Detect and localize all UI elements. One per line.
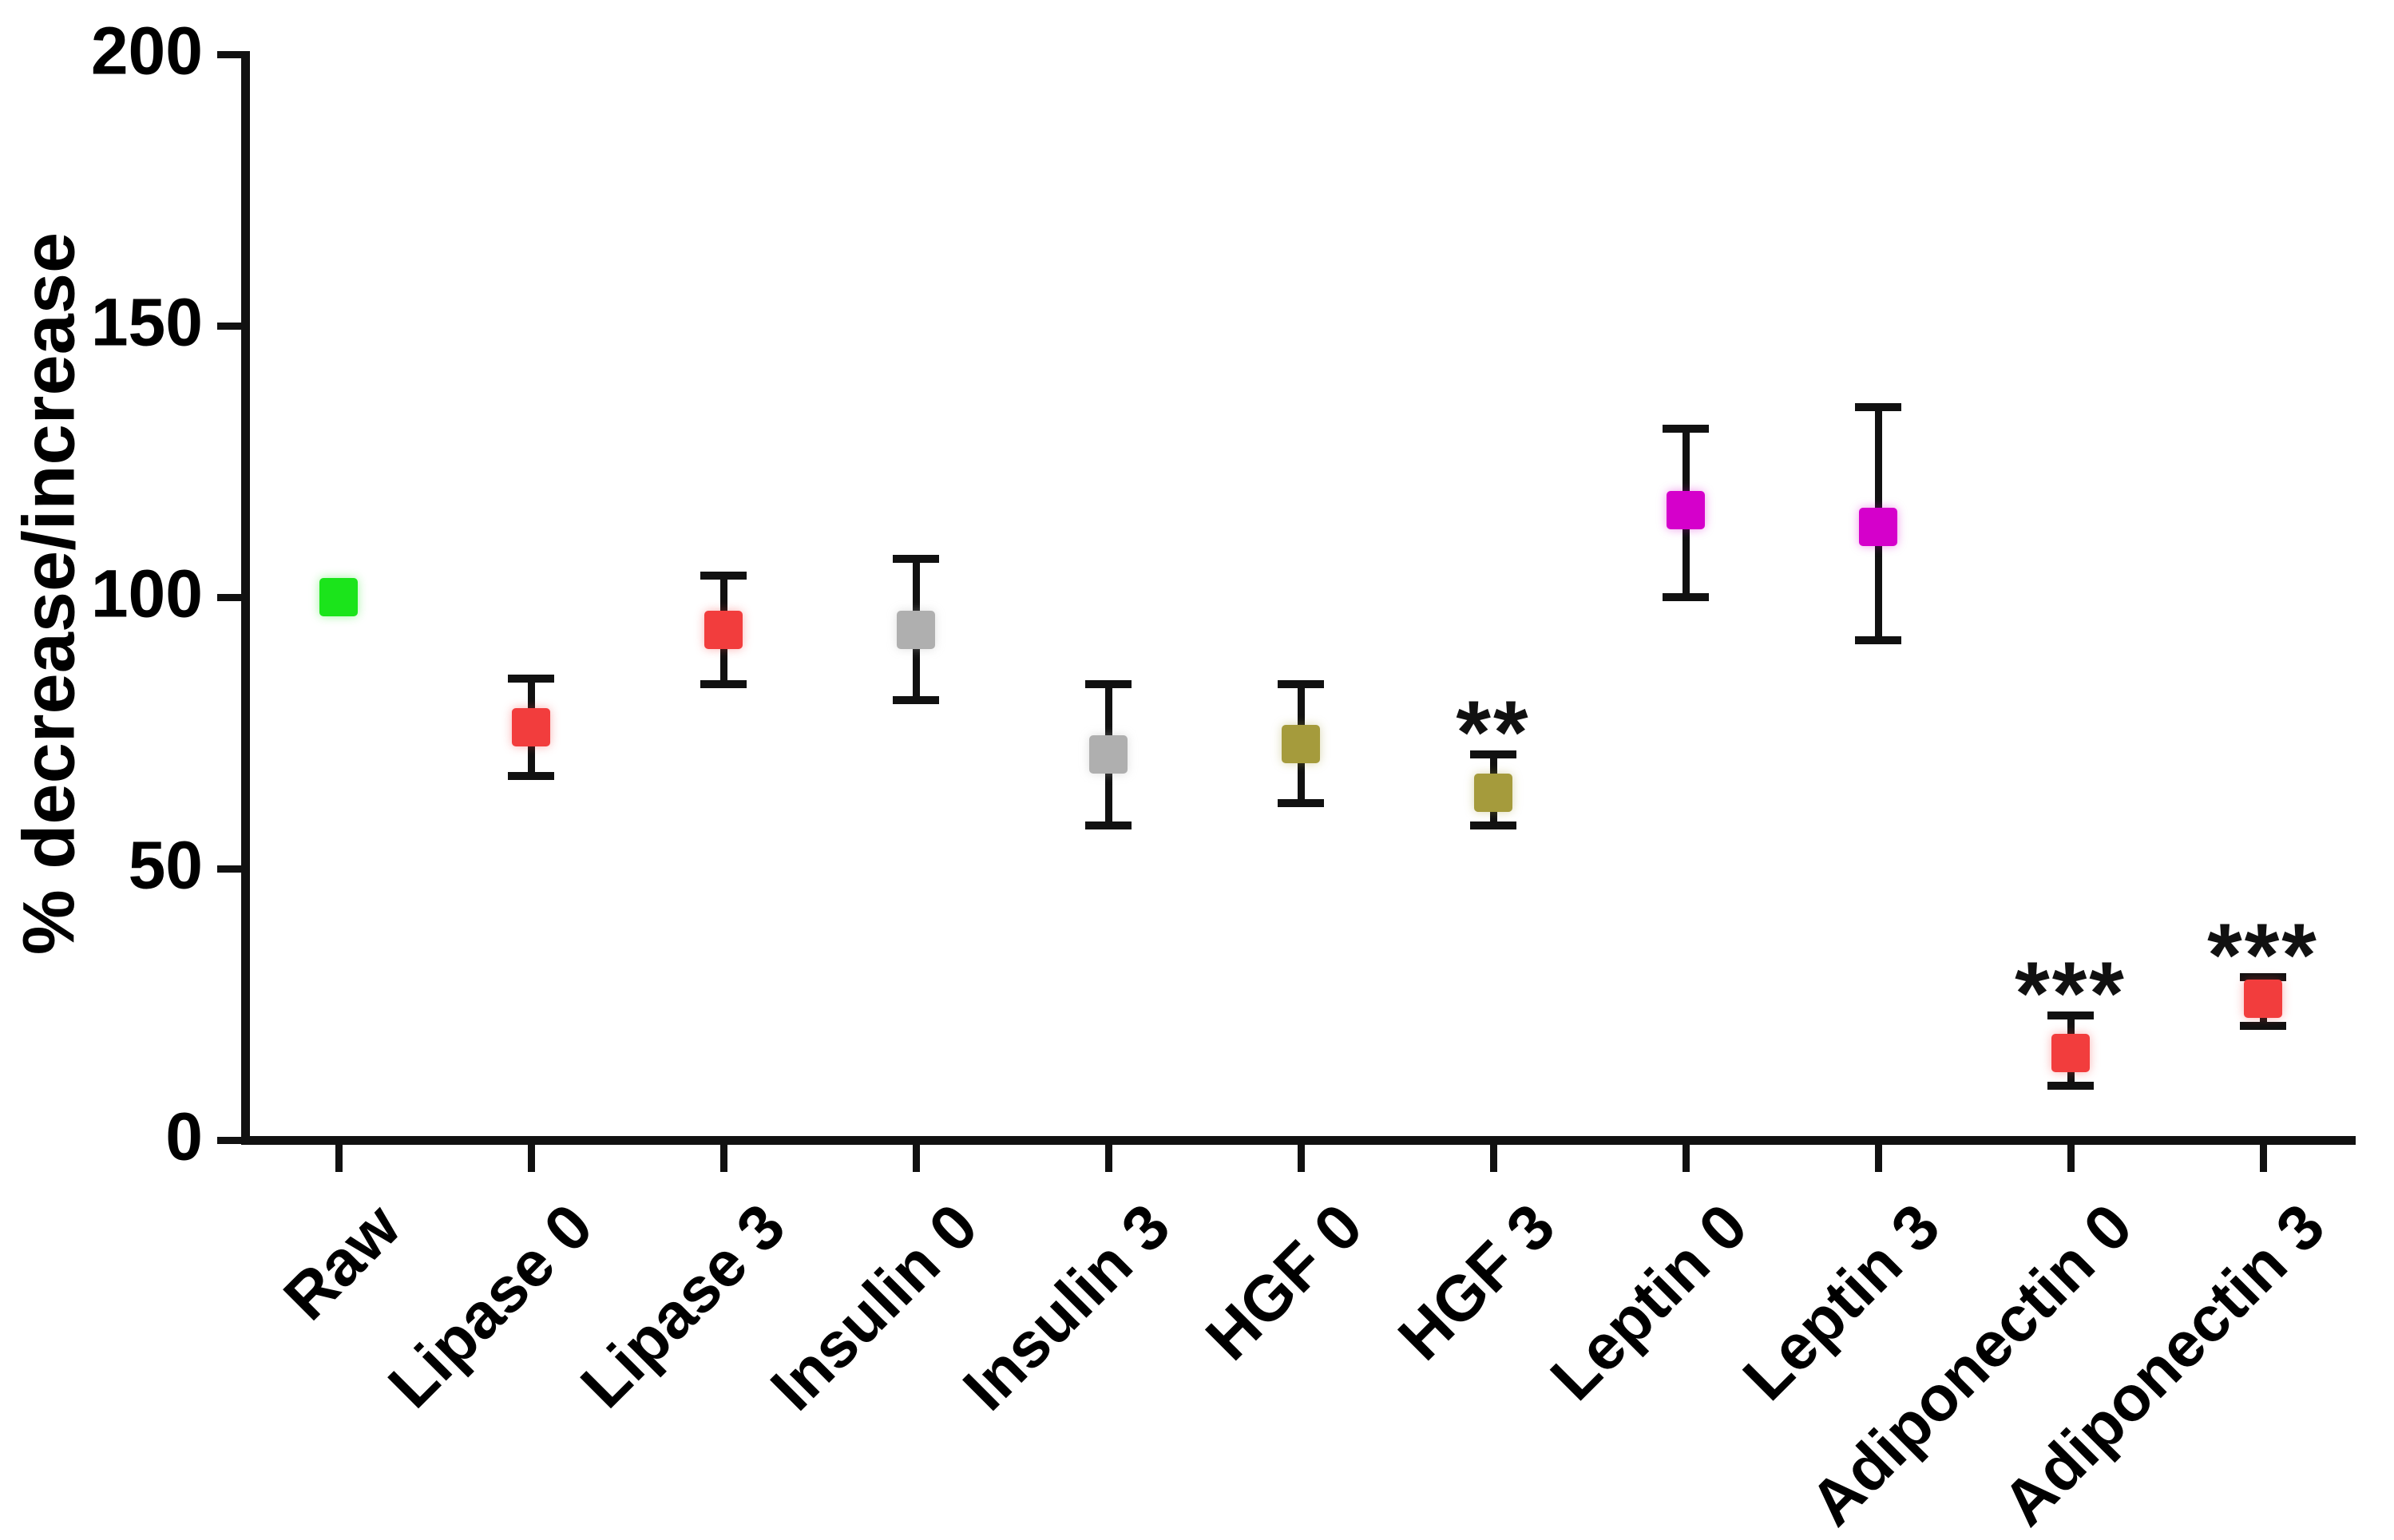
error-bar-top-cap: [1470, 750, 1516, 759]
error-bar-bottom-cap: [893, 696, 939, 705]
y-axis-tick-label: 200: [90, 13, 203, 89]
error-bar-bottom-cap: [1085, 821, 1132, 829]
x-axis-tick-label: Raw: [270, 1190, 414, 1333]
data-point-marker: [2244, 980, 2282, 1019]
error-bar-bottom-cap: [1855, 636, 1901, 645]
error-bar-bottom-cap: [700, 679, 747, 688]
error-bar-top-cap: [1855, 403, 1901, 411]
x-axis-tick-label: Lipase 0: [375, 1190, 606, 1422]
x-axis-tick-label: Insulin 3: [949, 1190, 1183, 1424]
data-point-marker: [1474, 773, 1512, 812]
data-point-marker: [319, 578, 358, 616]
error-bar-top-cap: [893, 555, 939, 564]
y-axis-tick-label: 50: [128, 827, 203, 903]
x-axis-tick: [1104, 1144, 1112, 1172]
data-point-marker: [1667, 491, 1705, 530]
y-axis-tick: [217, 50, 241, 58]
x-axis-tick: [912, 1144, 920, 1172]
significance-asterisks: ***: [2015, 943, 2126, 1043]
x-axis-tick: [2259, 1144, 2267, 1172]
error-bar-top-cap: [2240, 973, 2286, 981]
x-axis-tick: [1489, 1144, 1497, 1172]
y-axis-tick: [217, 593, 241, 601]
error-bar-bottom-cap: [1470, 821, 1516, 829]
error-bar-top-cap: [700, 571, 747, 580]
x-axis-tick: [335, 1144, 343, 1172]
error-bar-bottom-cap: [508, 772, 554, 781]
x-axis-tick-label: Lipase 3: [567, 1190, 799, 1422]
y-axis-tick-label: 0: [165, 1099, 203, 1174]
error-bar-bottom-cap: [2240, 1022, 2286, 1031]
x-axis-tick: [719, 1144, 727, 1172]
y-axis-tick: [217, 1136, 241, 1144]
data-point-marker: [512, 708, 550, 747]
x-axis-line: [241, 1135, 2356, 1145]
y-axis-tick-label: 150: [90, 284, 203, 360]
error-bar-bottom-cap: [1663, 593, 1709, 601]
y-axis-tick: [217, 865, 241, 873]
significance-asterisks: **: [1456, 683, 1531, 783]
data-point-marker: [897, 610, 935, 649]
x-axis-tick-label: Insulin 0: [757, 1190, 991, 1424]
x-axis-tick-label: HGF 0: [1192, 1190, 1376, 1374]
error-bar-top-cap: [1663, 425, 1709, 433]
y-axis-tick: [217, 322, 241, 330]
error-bar-top-cap: [2047, 1011, 2094, 1019]
data-point-marker: [1282, 724, 1320, 763]
x-axis-tick-label: HGF 3: [1385, 1190, 1568, 1374]
x-axis-tick: [1874, 1144, 1882, 1172]
data-point-marker: [704, 610, 743, 649]
error-bar-bottom-cap: [1278, 799, 1324, 808]
significance-asterisks: ***: [2207, 905, 2319, 1005]
data-point-marker: [1089, 735, 1128, 774]
data-point-marker: [2051, 1034, 2090, 1073]
y-axis-tick-label: 100: [90, 556, 203, 631]
x-axis-tick: [527, 1144, 535, 1172]
error-bar-top-cap: [1278, 679, 1324, 688]
x-axis-tick: [2067, 1144, 2075, 1172]
x-axis-tick: [1682, 1144, 1690, 1172]
data-point-marker: [1859, 507, 1897, 546]
x-axis-tick: [1297, 1144, 1305, 1172]
error-bar-top-cap: [508, 675, 554, 683]
y-axis-line: [241, 51, 250, 1145]
y-axis-title: % decrease/increase: [8, 232, 90, 956]
x-axis-tick-label: Leptin 0: [1536, 1190, 1761, 1414]
error-bar-bottom-cap: [2047, 1082, 2094, 1090]
error-bar-top-cap: [1085, 679, 1132, 688]
